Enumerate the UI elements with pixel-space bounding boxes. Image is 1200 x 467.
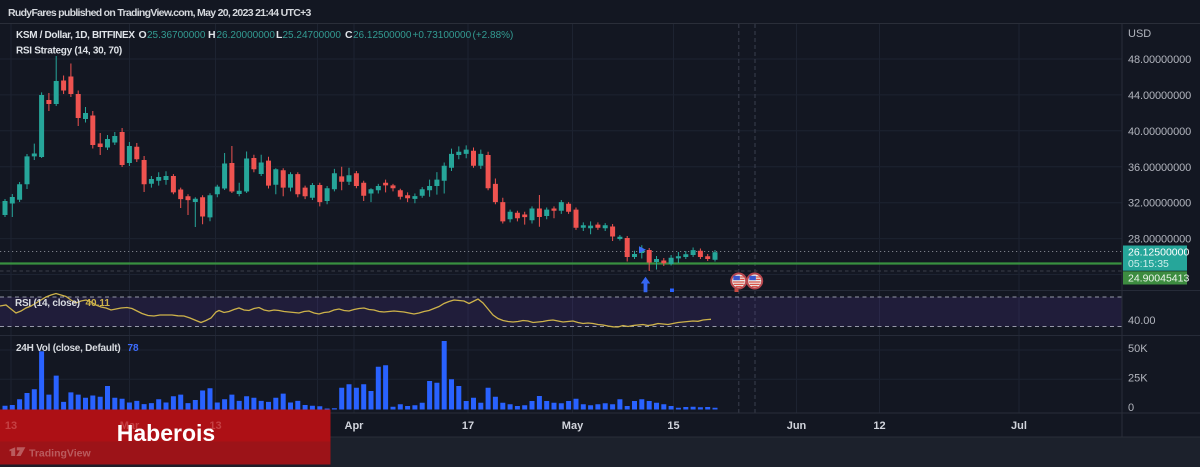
svg-text:USD: USD [1128, 28, 1151, 40]
svg-text:40.11: 40.11 [86, 298, 111, 309]
svg-text:0: 0 [1128, 402, 1134, 414]
svg-text:13: 13 [5, 420, 17, 432]
svg-text:TradingView: TradingView [29, 448, 91, 460]
svg-text:12: 12 [873, 420, 885, 432]
svg-text:Jul: Jul [1011, 420, 1027, 432]
svg-text:25.24700000: 25.24700000 [283, 30, 342, 41]
svg-text:26.20000000: 26.20000000 [217, 30, 276, 41]
svg-text:78: 78 [128, 343, 140, 354]
svg-text:RSI (14, close): RSI (14, close) [15, 298, 80, 309]
svg-text:Jun: Jun [787, 420, 807, 432]
svg-text:48.00000000: 48.00000000 [1128, 54, 1191, 66]
svg-text:25K: 25K [1128, 372, 1148, 384]
svg-text:50K: 50K [1128, 343, 1148, 355]
svg-text:15: 15 [667, 420, 679, 432]
svg-text:28.00000000: 28.00000000 [1128, 234, 1191, 246]
svg-text:RudyFares published on Trading: RudyFares published on TradingView.com, … [8, 7, 312, 19]
svg-text:+0.73100000: +0.73100000 [413, 30, 472, 41]
svg-text:40.00: 40.00 [1128, 315, 1156, 327]
svg-text:24.90045413: 24.90045413 [1128, 272, 1189, 284]
svg-text:RSI Strategy (14, 30, 70): RSI Strategy (14, 30, 70) [16, 46, 122, 57]
svg-text:13: 13 [209, 420, 221, 432]
svg-text:H: H [208, 29, 216, 41]
svg-text:KSM / Dollar, 1D, BITFINEX: KSM / Dollar, 1D, BITFINEX [16, 30, 135, 41]
svg-text:O: O [139, 29, 147, 41]
svg-text:40.00000000: 40.00000000 [1128, 126, 1191, 138]
svg-text:Haberois: Haberois [117, 420, 215, 446]
svg-text:L: L [276, 29, 283, 41]
svg-text:25.36700000: 25.36700000 [147, 30, 206, 41]
svg-text:26.12500000: 26.12500000 [353, 30, 412, 41]
svg-text:44.00000000: 44.00000000 [1128, 90, 1191, 102]
svg-text:C: C [345, 29, 353, 41]
svg-text:May: May [562, 420, 584, 432]
svg-text:17: 17 [462, 420, 474, 432]
svg-text:32.00000000: 32.00000000 [1128, 198, 1191, 210]
svg-text:36.00000000: 36.00000000 [1128, 162, 1191, 174]
svg-text:24H Vol (close, Default): 24H Vol (close, Default) [16, 343, 120, 354]
svg-text:Mar: Mar [120, 420, 140, 432]
svg-text:26.12500000: 26.12500000 [1128, 247, 1189, 259]
svg-text:(+2.88%): (+2.88%) [473, 30, 514, 41]
svg-text:05:15:35: 05:15:35 [1128, 258, 1169, 270]
svg-text:Apr: Apr [345, 420, 365, 432]
